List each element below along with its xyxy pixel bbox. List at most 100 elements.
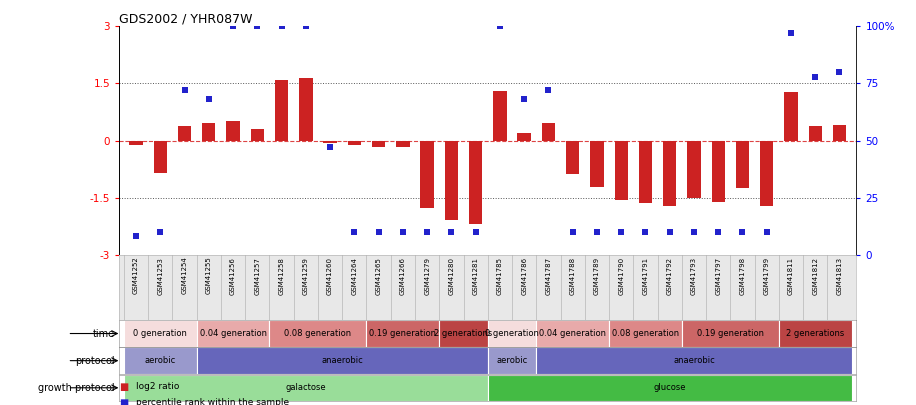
Bar bbox=[638, 141, 652, 202]
Text: GSM41799: GSM41799 bbox=[764, 257, 769, 295]
Bar bbox=[420, 141, 434, 208]
Point bbox=[565, 229, 580, 235]
Bar bbox=[366, 320, 440, 347]
Bar bbox=[487, 375, 852, 401]
Text: GSM41279: GSM41279 bbox=[424, 257, 431, 295]
Bar bbox=[833, 125, 846, 141]
Bar bbox=[541, 124, 555, 141]
Text: GSM41785: GSM41785 bbox=[496, 257, 503, 295]
Text: 0.04 generation: 0.04 generation bbox=[540, 329, 606, 338]
Bar bbox=[687, 141, 701, 198]
Bar bbox=[275, 80, 289, 141]
Point bbox=[711, 229, 725, 235]
Text: GSM41266: GSM41266 bbox=[400, 257, 406, 295]
Point bbox=[541, 87, 556, 94]
Point bbox=[808, 73, 823, 80]
Text: GSM41812: GSM41812 bbox=[812, 257, 818, 295]
Point bbox=[202, 96, 216, 102]
Bar bbox=[124, 347, 197, 374]
Bar bbox=[178, 126, 191, 141]
Bar bbox=[736, 141, 749, 188]
Point bbox=[614, 229, 628, 235]
Point bbox=[250, 23, 265, 30]
Point bbox=[517, 96, 531, 102]
Point bbox=[322, 144, 337, 151]
Text: ■: ■ bbox=[119, 398, 128, 405]
Point bbox=[638, 229, 653, 235]
Text: GDS2002 / YHR087W: GDS2002 / YHR087W bbox=[119, 12, 253, 25]
Text: percentile rank within the sample: percentile rank within the sample bbox=[136, 399, 289, 405]
Text: GSM41813: GSM41813 bbox=[836, 257, 843, 295]
Text: GSM41264: GSM41264 bbox=[352, 257, 357, 294]
Bar bbox=[202, 124, 215, 141]
Bar bbox=[609, 320, 682, 347]
Text: GSM41798: GSM41798 bbox=[739, 257, 746, 295]
Text: GSM41256: GSM41256 bbox=[230, 257, 236, 294]
Text: GSM41790: GSM41790 bbox=[618, 257, 624, 295]
Bar bbox=[784, 92, 798, 141]
Point bbox=[396, 229, 410, 235]
Text: GSM41789: GSM41789 bbox=[594, 257, 600, 295]
Bar bbox=[440, 320, 487, 347]
Bar bbox=[129, 141, 143, 145]
Text: GSM41791: GSM41791 bbox=[642, 257, 649, 295]
Bar bbox=[487, 320, 536, 347]
Text: GSM41793: GSM41793 bbox=[691, 257, 697, 295]
Bar bbox=[779, 320, 852, 347]
Bar bbox=[124, 375, 487, 401]
Bar bbox=[251, 129, 264, 141]
Bar bbox=[197, 347, 487, 374]
Text: ■: ■ bbox=[119, 382, 128, 392]
Text: GSM41787: GSM41787 bbox=[545, 257, 551, 295]
Point bbox=[177, 87, 191, 94]
Text: GSM41265: GSM41265 bbox=[376, 257, 382, 294]
Text: GSM41280: GSM41280 bbox=[449, 257, 454, 295]
Point bbox=[590, 229, 605, 235]
Text: 0.19 generation: 0.19 generation bbox=[369, 329, 436, 338]
Point bbox=[299, 23, 313, 30]
Text: GSM41786: GSM41786 bbox=[521, 257, 527, 295]
Text: GSM41255: GSM41255 bbox=[206, 257, 212, 294]
Bar bbox=[536, 320, 609, 347]
Point bbox=[225, 23, 240, 30]
Bar bbox=[487, 347, 536, 374]
Point bbox=[420, 229, 434, 235]
Point bbox=[444, 229, 459, 235]
Text: growth protocol: growth protocol bbox=[38, 383, 114, 393]
Point bbox=[784, 30, 799, 36]
Point bbox=[662, 229, 677, 235]
Text: GSM41254: GSM41254 bbox=[181, 257, 188, 294]
Point bbox=[347, 229, 362, 235]
Bar bbox=[809, 126, 822, 141]
Text: GSM41788: GSM41788 bbox=[570, 257, 575, 295]
Text: anaerobic: anaerobic bbox=[322, 356, 363, 365]
Bar bbox=[197, 320, 269, 347]
Point bbox=[736, 229, 750, 235]
Point bbox=[759, 229, 774, 235]
Bar bbox=[154, 141, 167, 173]
Text: 0.04 generation: 0.04 generation bbox=[200, 329, 267, 338]
Point bbox=[129, 233, 144, 240]
Point bbox=[274, 23, 289, 30]
Bar bbox=[566, 141, 579, 174]
Text: 0 generation: 0 generation bbox=[485, 329, 539, 338]
Text: GSM41260: GSM41260 bbox=[327, 257, 333, 295]
Text: aerobic: aerobic bbox=[145, 356, 176, 365]
Text: 0.08 generation: 0.08 generation bbox=[284, 329, 352, 338]
Bar bbox=[348, 141, 361, 145]
Text: glucose: glucose bbox=[653, 383, 686, 392]
Point bbox=[468, 229, 483, 235]
Bar bbox=[518, 133, 531, 141]
Text: GSM41257: GSM41257 bbox=[255, 257, 260, 294]
Bar bbox=[124, 320, 197, 347]
Bar bbox=[682, 320, 779, 347]
Bar bbox=[372, 141, 386, 147]
Text: anaerobic: anaerobic bbox=[673, 356, 714, 365]
Text: GSM41797: GSM41797 bbox=[715, 257, 721, 295]
Bar bbox=[712, 141, 725, 202]
Bar bbox=[269, 320, 366, 347]
Bar bbox=[444, 141, 458, 220]
Bar bbox=[760, 141, 773, 206]
Bar bbox=[397, 141, 409, 147]
Text: GSM41792: GSM41792 bbox=[667, 257, 672, 295]
